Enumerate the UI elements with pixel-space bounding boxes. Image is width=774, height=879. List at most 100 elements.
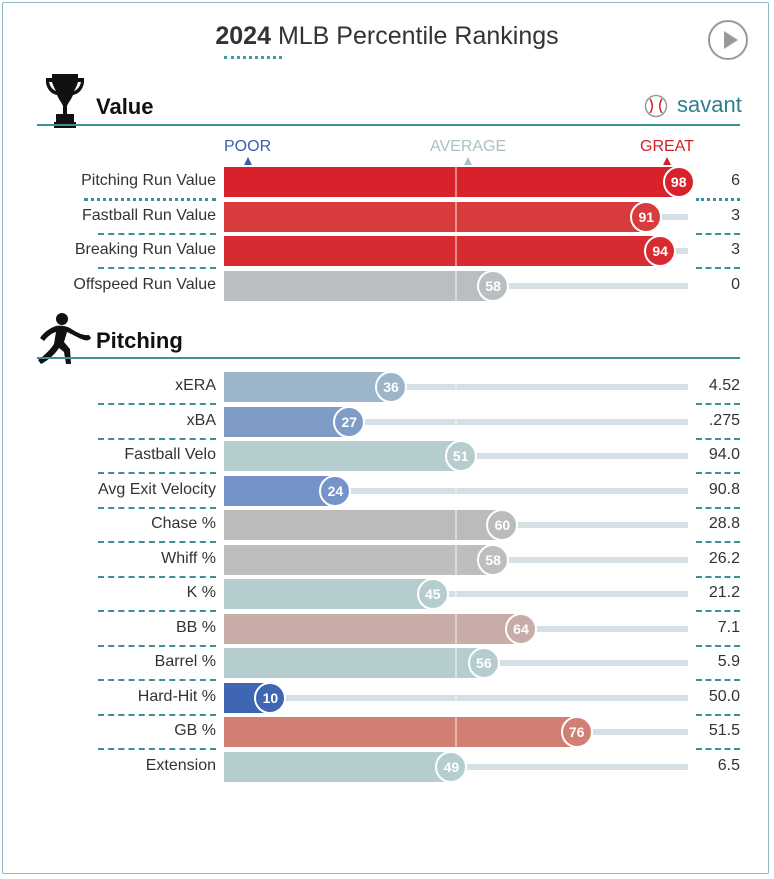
scale-great-label: GREAT [640,138,694,165]
row-separator [98,506,216,509]
average-arrow-icon [464,157,473,165]
average-line [455,682,457,713]
average-line [455,372,457,402]
percentile-marker-extension: 49 [435,750,468,783]
section-rule-value [37,124,740,126]
percentile-marker-xba: 27 [333,405,366,438]
average-line [455,236,457,266]
metric-label-fastball-run-value: Fastball Run Value [82,206,216,224]
row-separator [98,575,216,578]
percentile-marker-gb: 76 [560,716,593,748]
bar-extension[interactable] [224,751,452,782]
metric-value-chase: 28.8 [708,515,740,532]
metric-label-pitching-run-value: Pitching Run Value [81,172,216,189]
bar-k[interactable] [224,579,433,609]
metric-value-bb: 7.1 [717,618,740,636]
metric-value-gb: 51.5 [708,722,740,739]
percentile-marker-hard-hit: 10 [254,681,287,714]
row-separator [696,232,740,235]
percentile-marker-offspeed-run-value: 58 [477,269,510,302]
bar-fastball-velo[interactable] [224,441,461,471]
row-separator [98,437,216,440]
row-separator [696,679,740,681]
trophy-icon [45,74,85,128]
title-year: 2024 [215,22,271,50]
bar-xba[interactable] [224,406,350,437]
bar-bb[interactable] [224,613,521,644]
average-line [455,270,457,301]
section-title-value: Value [96,94,154,119]
metric-label-hard-hit: Hard-Hit % [137,687,216,705]
metric-value-pitching-run-value: 6 [731,172,740,189]
bar-offspeed-run-value[interactable] [224,270,494,301]
bar-gb[interactable] [224,717,577,747]
row-separator [98,541,216,543]
average-line [455,544,457,575]
metric-label-offspeed-run-value: Offspeed Run Value [73,275,216,293]
poor-arrow-icon [243,157,252,165]
average-line [455,613,457,644]
chart-title: 2024 MLB Percentile Rankings [0,22,774,51]
percentile-marker-fastball-run-value: 91 [630,200,663,233]
metric-value-breaking-run-value: 3 [731,241,740,258]
row-separator [98,472,216,474]
metric-value-xera: 4.52 [708,377,740,394]
scale-great-text: GREAT [640,138,694,155]
percentile-marker-avg-exit-velocity: 24 [319,474,352,507]
metric-label-breaking-run-value: Breaking Run Value [74,241,216,258]
average-line [455,406,457,437]
track-hard-hit [224,694,688,701]
track-k [224,591,688,597]
row-separator [696,644,740,647]
metric-label-barrel: Barrel % [154,653,216,670]
metric-value-xba: .275 [708,411,740,429]
average-line [455,579,457,609]
savant-logo-text[interactable]: savant [677,92,742,117]
percentile-marker-chase: 60 [486,509,519,541]
baseball-icon [644,94,668,118]
row-separator [98,679,216,681]
metric-label-k: K % [186,584,216,601]
metric-value-k: 21.2 [708,584,740,601]
average-line [455,717,457,747]
pitcher-icon [38,313,91,364]
row-separator [98,644,216,647]
metric-value-avg-exit-velocity: 90.8 [708,480,740,498]
percentile-marker-breaking-run-value: 94 [644,235,677,267]
title-text: MLB Percentile Rankings [277,22,559,50]
play-icon[interactable] [708,20,748,60]
metric-value-barrel: 5.9 [717,653,740,670]
metric-value-fastball-run-value: 3 [731,206,740,224]
track-xera [224,384,688,390]
scale-poor-text: POOR [224,138,272,155]
average-line [455,167,457,197]
metric-label-xba: xBA [186,411,216,429]
row-separator [696,748,740,750]
bar-breaking-run-value[interactable] [224,236,661,266]
bar-chase[interactable] [224,510,503,540]
bar-xera[interactable] [224,372,392,402]
metric-label-whiff: Whiff % [161,549,216,567]
metric-value-whiff: 26.2 [708,549,740,567]
scale-average-label: AVERAGE [430,138,506,165]
metric-label-avg-exit-velocity: Avg Exit Velocity [98,480,216,498]
metric-label-gb: GB % [174,722,216,739]
bar-fastball-run-value[interactable] [224,201,647,232]
percentile-marker-fastball-velo: 51 [444,440,477,472]
row-separator [696,713,740,716]
percentile-marker-xera: 36 [375,371,408,403]
average-line [455,201,457,232]
row-separator [98,232,216,235]
bar-whiff[interactable] [224,544,494,575]
bar-pitching-run-value[interactable] [224,167,679,197]
bar-barrel[interactable] [224,648,484,678]
row-separator [696,472,740,474]
metric-label-xera: xERA [175,377,216,394]
row-separator [696,403,740,405]
bar-avg-exit-velocity[interactable] [224,475,336,506]
row-separator [696,610,740,612]
title-underline [224,56,282,63]
track-xba [224,418,688,425]
average-line [455,510,457,540]
metric-value-fastball-velo: 94.0 [708,446,740,463]
